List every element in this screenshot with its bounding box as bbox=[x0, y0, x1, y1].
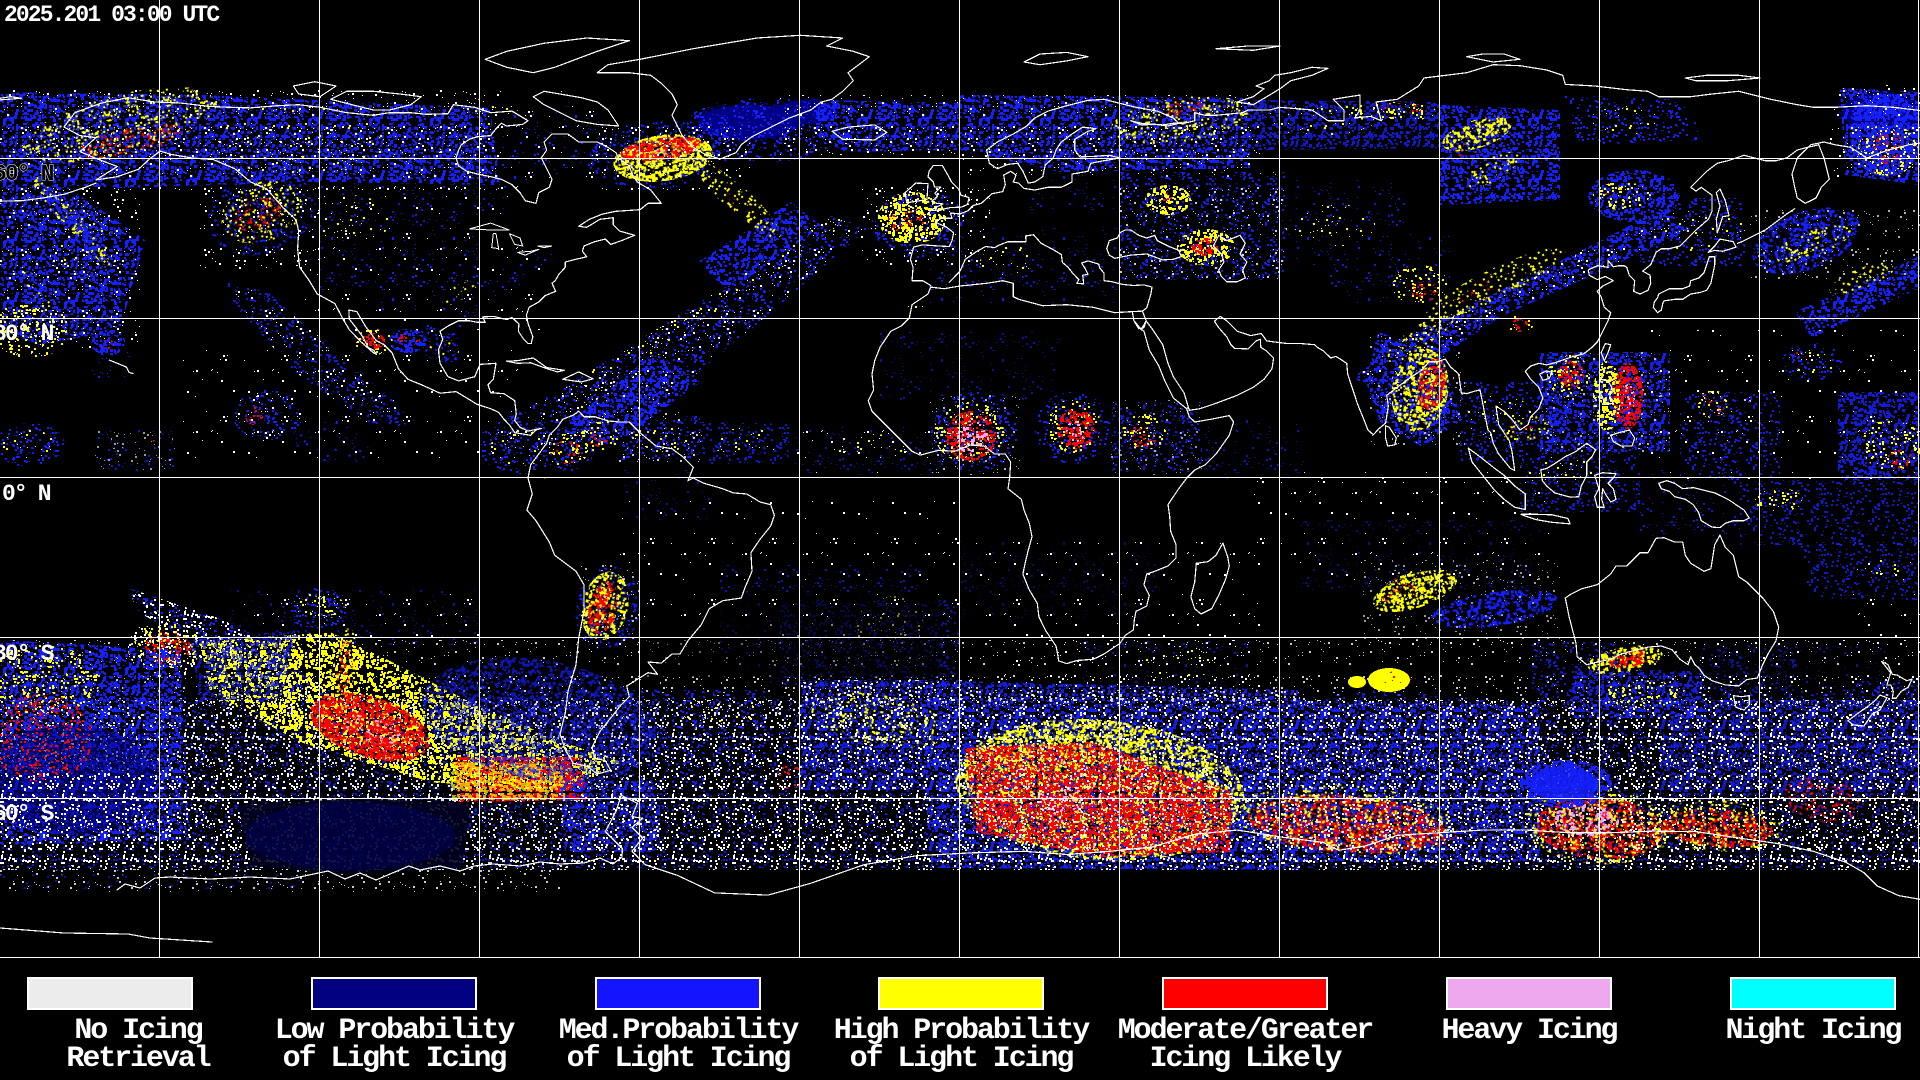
svg-text:of Light Icing: of Light Icing bbox=[567, 1042, 791, 1076]
svg-text:30° N: 30° N bbox=[0, 321, 54, 347]
svg-text:of Light Icing: of Light Icing bbox=[850, 1042, 1074, 1076]
svg-text:Icing Likely: Icing Likely bbox=[1150, 1042, 1343, 1076]
svg-text:60° N: 60° N bbox=[0, 161, 54, 187]
svg-text:Moderate/Greater: Moderate/Greater bbox=[1118, 1014, 1373, 1048]
svg-text:Low Probability: Low Probability bbox=[275, 1014, 516, 1048]
svg-text:Med.Probability: Med.Probability bbox=[559, 1014, 800, 1048]
svg-text:Heavy Icing: Heavy Icing bbox=[1442, 1014, 1618, 1048]
svg-text:Retrieval: Retrieval bbox=[66, 1042, 210, 1076]
svg-text:2025.201 03:00 UTC: 2025.201 03:00 UTC bbox=[4, 2, 220, 28]
svg-text:of Light Icing: of Light Icing bbox=[283, 1042, 507, 1076]
svg-text:60° S: 60° S bbox=[0, 801, 55, 827]
svg-text:30° S: 30° S bbox=[0, 641, 55, 667]
svg-text:0° N: 0° N bbox=[2, 481, 51, 507]
svg-text:High Probability: High Probability bbox=[834, 1014, 1091, 1048]
svg-text:Night Icing: Night Icing bbox=[1726, 1014, 1902, 1048]
svg-text:No Icing: No Icing bbox=[74, 1014, 202, 1048]
